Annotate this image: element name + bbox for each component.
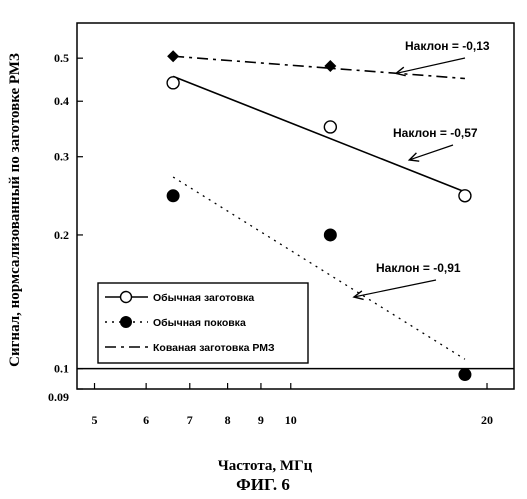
data-point-series-1 <box>324 121 336 133</box>
data-point-series-1 <box>459 190 471 202</box>
data-point-series-3 <box>167 50 179 62</box>
data-point-series-2 <box>167 190 179 202</box>
annotation-arrow-shaft <box>396 58 465 73</box>
legend-label: Обычная поковка <box>153 317 246 329</box>
x-tick-label: 10 <box>285 413 297 427</box>
legend-label: Обычная заготовка <box>153 292 254 304</box>
x-tick-label: 20 <box>481 413 493 427</box>
legend-label: Кованая заготовка РМЗ <box>153 342 275 354</box>
x-axis-title: Частота, МГц <box>218 458 313 474</box>
y-tick-label: 0.09 <box>48 390 69 404</box>
x-tick-label: 9 <box>258 413 264 427</box>
legend-marker <box>121 317 132 328</box>
slope-label: Наклон = -0,91 <box>376 261 461 275</box>
x-tick-label: 5 <box>92 413 98 427</box>
slope-annotations: Наклон = -0,13 Наклон = -0,57 Наклон = -0,… <box>354 39 490 299</box>
y-axis-title: Сигнал, нормсализованный по заготовке РМ… <box>7 53 23 367</box>
y-tick-label: 0.5 <box>54 51 69 65</box>
annotation-arrow-shaft <box>354 280 436 297</box>
data-point-series-1 <box>167 77 179 89</box>
y-tick-label: 0.4 <box>54 94 69 108</box>
x-tick-label: 8 <box>225 413 231 427</box>
data-point-series-2 <box>324 229 336 241</box>
x-tick-label: 7 <box>187 413 193 427</box>
y-tick-label: 0.1 <box>54 362 69 376</box>
legend-marker <box>121 292 132 303</box>
y-tick-label: 0.3 <box>54 150 69 164</box>
x-tick-label: 6 <box>143 413 149 427</box>
slope-label: Наклон = -0,13 <box>405 39 490 53</box>
data-point-series-2 <box>459 369 471 381</box>
y-tick-label: 0.2 <box>54 228 69 242</box>
annotation-arrow-shaft <box>409 145 453 160</box>
slope-label: Наклон = -0,57 <box>393 126 478 140</box>
figure-label: ФИГ. 6 <box>236 475 290 494</box>
data-point-series-3 <box>324 60 336 72</box>
legend: Обычная заготовка Обычная поковка Кованая … <box>98 283 308 363</box>
